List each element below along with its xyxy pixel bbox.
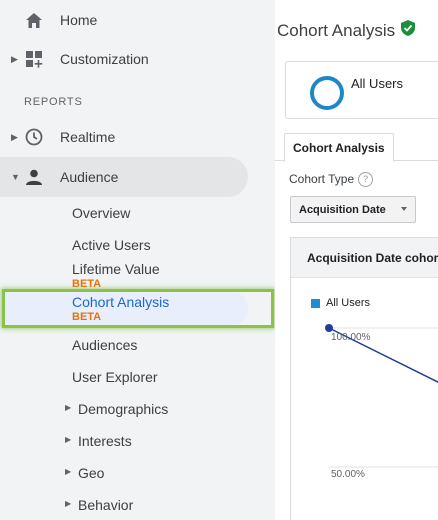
cohort-type-select[interactable]: Acquisition Date [290,196,416,223]
beta-badge: BETA [72,278,102,290]
sidebar-item-label: Lifetime Value [72,261,160,277]
sidebar-item-interests[interactable]: ▶ Interests [0,426,248,456]
chevron-right-icon: ▶ [65,403,72,412]
verified-shield-icon [401,20,416,41]
section-label-reports: REPORTS [24,96,83,108]
sidebar-item-label: Cohort Analysis [72,294,170,310]
sidebar-item-label: Home [60,12,98,28]
series-line-all-users [328,327,438,383]
chevron-right-icon: ▶ [11,131,18,142]
sidebar-item-audiences[interactable]: Audiences [72,337,138,353]
sidebar-item-user-explorer[interactable]: User Explorer [72,369,158,385]
legend-entry-all-users: All Users [326,297,371,309]
cohort-type-label: Cohort Type? [289,172,374,188]
dashboard-add-icon [25,50,43,68]
beta-badge: BETA [72,311,102,323]
chart-legend: All Users [311,297,370,309]
sidebar-item-label: Realtime [60,129,116,145]
sidebar-item-lifetime-value[interactable]: Lifetime Value BETA [72,261,160,290]
cohort-type-value: Acquisition Date [299,203,386,216]
sidebar-item-label: Customization [60,51,149,67]
page-title: Cohort Analysis [277,20,416,41]
chevron-right-icon: ▶ [65,499,72,508]
tab-cohort-analysis[interactable]: Cohort Analysis [284,133,394,162]
sidebar: Home ▶ Customization REPORTS ▶ Realtime … [0,0,274,520]
chevron-right-icon: ▶ [65,467,72,476]
sidebar-item-active-users[interactable]: Active Users [72,237,151,253]
page-title-text: Cohort Analysis [277,20,396,40]
sidebar-item-customization[interactable]: ▶ Customization [0,39,248,79]
sidebar-item-label: Audience [60,169,119,185]
chart-title: Acquisition Date cohor [307,251,438,265]
sidebar-item-label: Geo [78,465,105,481]
chevron-right-icon: ▶ [11,53,18,64]
cohort-chart-panel: Acquisition Date cohor All Users 100.00%… [290,237,438,520]
sidebar-item-overview[interactable]: Overview [72,205,131,221]
home-icon [25,11,43,29]
y-tick-label: 100.00% [331,332,371,343]
main-content: Cohort Analysis All Users Cohort Analysi… [275,0,438,520]
caret-down-icon [401,207,407,211]
person-icon [25,168,43,186]
chart-plot [325,324,438,468]
sidebar-item-audience[interactable]: ▼ Audience [0,157,248,197]
clock-icon [25,128,43,146]
sidebar-item-geo[interactable]: ▶ Geo [0,458,248,488]
segment-label: All Users [351,76,404,91]
cohort-type-label-text: Cohort Type [289,172,355,186]
help-icon[interactable]: ? [358,172,374,188]
sidebar-item-label: Behavior [78,497,134,513]
chart-header: Acquisition Date cohor [291,238,438,278]
segment-card-all-users[interactable]: All Users [285,61,438,119]
sidebar-item-home[interactable]: Home [0,0,248,40]
segment-circle-icon [310,76,344,110]
sidebar-item-behavior[interactable]: ▶ Behavior [0,490,248,520]
data-point[interactable] [325,324,333,332]
sidebar-item-label: Demographics [78,401,169,417]
sidebar-item-demographics[interactable]: ▶ Demographics [0,394,248,424]
legend-swatch [311,298,320,308]
sidebar-item-label: Interests [78,433,132,449]
chevron-down-icon: ▼ [11,172,20,182]
sidebar-item-cohort-analysis[interactable]: Cohort Analysis BETA [0,291,248,326]
chevron-right-icon: ▶ [65,435,72,444]
y-tick-label: 50.00% [331,469,365,480]
sidebar-item-realtime[interactable]: ▶ Realtime [0,117,248,157]
